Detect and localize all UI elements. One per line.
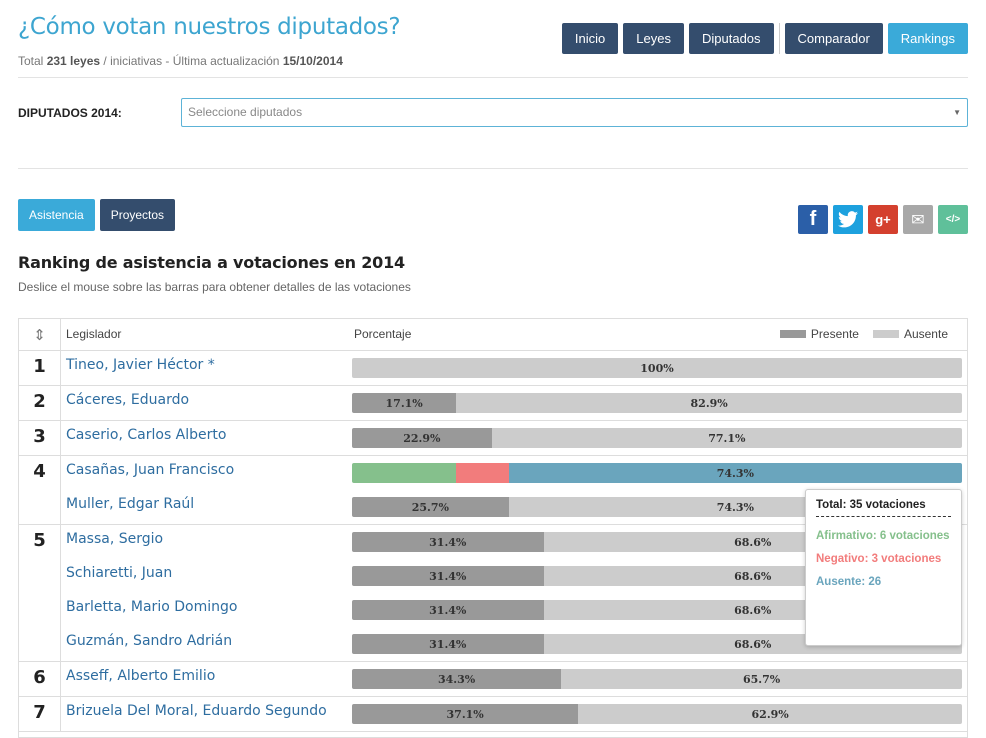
tooltip-total: Total: 35 votaciones <box>816 499 951 517</box>
absent-segment: 62.9% <box>578 704 962 724</box>
ranking-group: 6 Asseff, Alberto Emilio 34.3% 65.7% <box>19 661 967 697</box>
ranking-group: 7 Brizuela Del Moral, Eduardo Segundo 37.1… <box>19 696 967 732</box>
nav-diputados-button[interactable]: Diputados <box>688 23 774 54</box>
legislator-name[interactable]: Guzmán, Sandro Adrián <box>66 633 233 649</box>
vote-details-tooltip: Total: 35 votaciones Afirmativo: 6 votac… <box>805 489 962 646</box>
present-segment: 31.4% <box>352 600 544 620</box>
legislator-name[interactable]: Cáceres, Eduardo <box>66 392 190 408</box>
twitter-icon[interactable] <box>833 205 863 234</box>
attendance-bar[interactable]: 100% <box>352 358 962 378</box>
google-plus-icon[interactable]: g+ <box>868 205 898 234</box>
rank-number: 4 <box>33 461 46 482</box>
absent-segment: 77.1% <box>491 428 962 448</box>
nav-divider <box>778 23 780 54</box>
absent-segment: 74.3% <box>508 463 962 483</box>
legend-absent-swatch <box>872 330 899 338</box>
nav-inicio-button[interactable]: Inicio <box>561 23 619 54</box>
rank-number: 3 <box>33 426 46 447</box>
page-title: ¿Cómo votan nuestros diputados? <box>18 14 401 40</box>
chart-legend: Presente Ausente <box>766 327 948 341</box>
dropdown-caret-icon: ▼ <box>953 108 961 117</box>
diputados-select[interactable]: Seleccione diputados ▼ <box>181 98 968 127</box>
present-segment: 31.4% <box>352 634 544 654</box>
attendance-bar[interactable]: 17.1% 82.9% <box>352 393 962 413</box>
rank-cell: 1 <box>19 350 61 385</box>
page-subtitle: Total 231 leyes / iniciativas - Última a… <box>18 54 343 68</box>
attendance-bar[interactable]: 74.3% <box>352 463 962 483</box>
rank-number: 5 <box>33 530 46 551</box>
ranking-tabs: Asistencia Proyectos <box>18 199 180 231</box>
last-update-date: 15/10/2014 <box>282 54 343 68</box>
main-nav: Inicio Leyes Diputados Comparador Rankin… <box>557 23 968 54</box>
present-segment: 37.1% <box>352 704 579 724</box>
rank-cell: 5 <box>19 524 61 661</box>
ranking-instructions: Deslice el mouse sobre las barras para o… <box>18 280 411 294</box>
ranking-group: 3 Caserio, Carlos Alberto 22.9% 77.1% <box>19 420 967 456</box>
nav-rankings-button[interactable]: Rankings <box>887 23 968 54</box>
tab-asistencia[interactable]: Asistencia <box>18 199 95 231</box>
rank-cell: 2 <box>19 385 61 420</box>
rank-number: 7 <box>33 702 46 723</box>
present-segment: 25.7% <box>352 497 509 517</box>
rank-cell: 7 <box>19 696 61 731</box>
column-header-porcentaje: Porcentaje <box>354 327 412 341</box>
legend-present-label: Presente <box>810 327 859 341</box>
ranking-group: 1 Tineo, Javier Héctor * 100% <box>19 350 967 386</box>
header-divider <box>18 77 968 78</box>
legislator-name[interactable]: Massa, Sergio <box>66 531 164 547</box>
legislator-name[interactable]: Barletta, Mario Domingo <box>66 599 238 615</box>
attendance-bar[interactable]: 22.9% 77.1% <box>352 428 962 448</box>
tooltip-negativo: Negativo: 3 votaciones <box>816 553 942 565</box>
legend-present-swatch <box>779 330 806 338</box>
tooltip-ausente: Ausente: 26 <box>816 576 882 588</box>
present-segment: 31.4% <box>352 532 544 552</box>
legislator-name[interactable]: Muller, Edgar Raúl <box>66 496 195 512</box>
ranking-group: 2 Cáceres, Eduardo 17.1% 82.9% <box>19 385 967 421</box>
tab-proyectos[interactable]: Proyectos <box>99 199 176 231</box>
nav-leyes-button[interactable]: Leyes <box>623 23 684 54</box>
share-buttons: f g+ ✉ </> <box>793 205 968 234</box>
legislator-name[interactable]: Asseff, Alberto Emilio <box>66 668 216 684</box>
legislator-name[interactable]: Brizuela Del Moral, Eduardo Segundo <box>66 703 327 719</box>
absent-segment: 82.9% <box>456 393 962 413</box>
legislator-name[interactable]: Tineo, Javier Héctor * <box>66 357 215 373</box>
attendance-bar[interactable]: 34.3% 65.7% <box>352 669 962 689</box>
diputados-selector-label: DIPUTADOS 2014: <box>18 106 122 120</box>
afirmativo-segment <box>352 463 457 483</box>
present-segment: 34.3% <box>352 669 562 689</box>
email-icon[interactable]: ✉ <box>903 205 933 234</box>
sort-icon[interactable]: ⇕ <box>19 319 61 350</box>
facebook-icon[interactable]: f <box>798 205 828 234</box>
rank-cell: 4 <box>19 455 61 524</box>
absent-segment: 65.7% <box>561 669 962 689</box>
rank-number: 1 <box>33 356 46 377</box>
diputados-select-placeholder: Seleccione diputados <box>188 105 303 119</box>
present-segment: 22.9% <box>352 428 492 448</box>
attendance-bar[interactable]: 37.1% 62.9% <box>352 704 962 724</box>
negativo-segment <box>456 463 509 483</box>
rank-number: 2 <box>33 391 46 412</box>
legislator-name[interactable]: Schiaretti, Juan <box>66 565 173 581</box>
present-segment: 17.1% <box>352 393 457 413</box>
legend-absent-label: Ausente <box>903 327 948 341</box>
total-laws-count: 231 leyes <box>46 54 101 68</box>
legislator-name[interactable]: Casañas, Juan Francisco <box>66 462 235 478</box>
ranking-title: Ranking de asistencia a votaciones en 20… <box>18 253 405 272</box>
rank-cell: 3 <box>19 420 61 455</box>
nav-comparador-button[interactable]: Comparador <box>784 23 883 54</box>
rank-cell: 6 <box>19 661 61 696</box>
tooltip-afirmativo: Afirmativo: 6 votaciones <box>816 530 950 542</box>
embed-code-icon[interactable]: </> <box>938 205 968 234</box>
selector-divider <box>18 168 968 169</box>
column-header-legislador: Legislador <box>66 327 122 341</box>
rank-number: 6 <box>33 667 46 688</box>
legislator-name[interactable]: Caserio, Carlos Alberto <box>66 427 227 443</box>
table-header: ⇕ Legislador Porcentaje Presente Ausente <box>19 319 967 351</box>
present-segment: 31.4% <box>352 566 544 586</box>
absent-segment: 100% <box>352 358 962 378</box>
